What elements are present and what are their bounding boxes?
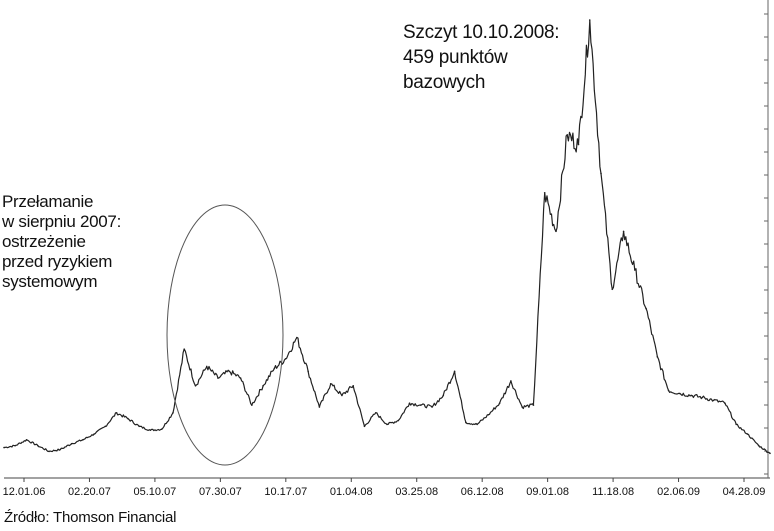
data-point bbox=[645, 307, 647, 310]
data-point bbox=[465, 421, 467, 424]
data-point bbox=[14, 444, 17, 447]
breakpoint-annotation-line-2: w sierpniu 2007: bbox=[2, 212, 121, 231]
x-tick-label: 11.18.08 bbox=[592, 486, 634, 498]
data-point bbox=[735, 423, 738, 426]
data-point bbox=[194, 384, 197, 387]
data-point bbox=[48, 450, 50, 453]
data-point bbox=[59, 448, 62, 451]
data-point bbox=[600, 172, 602, 175]
data-point bbox=[577, 143, 580, 146]
data-point bbox=[679, 392, 681, 395]
data-point bbox=[442, 394, 445, 397]
data-point bbox=[487, 413, 490, 416]
data-point bbox=[386, 423, 388, 426]
data-point bbox=[228, 370, 231, 373]
data-point bbox=[363, 425, 366, 428]
data-point bbox=[104, 425, 107, 428]
data-point bbox=[352, 384, 355, 387]
data-point bbox=[701, 396, 704, 399]
breakpoint-annotation-line-1: Przełamanie bbox=[2, 192, 94, 211]
peak-annotation: Szczyt 10.10.2008: 459 punktów bazowych bbox=[403, 20, 560, 95]
x-tick-label: 03.25.08 bbox=[395, 486, 438, 498]
data-point bbox=[251, 404, 253, 406]
data-point bbox=[127, 417, 129, 420]
x-tick-label: 07.30.07 bbox=[199, 486, 242, 498]
data-point bbox=[183, 348, 186, 350]
data-point bbox=[690, 394, 692, 397]
data-point bbox=[318, 406, 321, 408]
data-point bbox=[408, 402, 411, 404]
data-point bbox=[25, 439, 28, 441]
data-point bbox=[3, 446, 5, 449]
x-tick-label: 10.17.07 bbox=[264, 486, 307, 498]
data-point bbox=[656, 356, 659, 358]
data-point bbox=[566, 134, 569, 136]
data-point bbox=[307, 370, 309, 373]
data-point bbox=[769, 452, 771, 455]
data-point bbox=[611, 288, 614, 291]
data-point bbox=[138, 425, 140, 428]
data-point bbox=[82, 439, 84, 441]
breakpoint-annotation-line-4: przed ryzykiem bbox=[2, 252, 113, 271]
x-tick-label: 05.10.07 bbox=[133, 486, 176, 498]
data-point bbox=[555, 230, 557, 233]
x-tick-label: 01.04.08 bbox=[330, 486, 373, 498]
data-point bbox=[296, 336, 298, 339]
data-point bbox=[757, 444, 760, 447]
data-point bbox=[273, 367, 276, 370]
data-point bbox=[341, 394, 343, 397]
data-point bbox=[149, 429, 152, 431]
x-tick-label: 06.12.08 bbox=[461, 486, 504, 498]
peak-annotation-line-2: 459 punktów bbox=[403, 47, 508, 68]
data-point bbox=[588, 19, 591, 21]
data-point bbox=[532, 404, 535, 406]
data-point bbox=[712, 399, 715, 402]
data-point bbox=[239, 377, 242, 379]
x-tick-label: 09.01.08 bbox=[526, 486, 569, 498]
data-point bbox=[172, 412, 174, 414]
breakpoint-annotation: Przełamanie w sierpniu 2007: ostrzeżenie… bbox=[2, 192, 121, 292]
data-point bbox=[262, 384, 264, 387]
data-point bbox=[634, 269, 636, 271]
data-point bbox=[397, 419, 400, 422]
x-tick-label: 02.06.09 bbox=[657, 486, 700, 498]
data-point bbox=[521, 406, 523, 408]
breakpoint-annotation-line-5: systemowym bbox=[2, 272, 98, 291]
data-point bbox=[746, 433, 749, 435]
data-point bbox=[205, 365, 208, 368]
data-point bbox=[724, 402, 726, 404]
data-point bbox=[543, 191, 546, 194]
data-point bbox=[476, 423, 478, 426]
data-point bbox=[453, 370, 456, 373]
data-point bbox=[510, 380, 512, 382]
peak-annotation-line-3: bazowych bbox=[403, 72, 486, 93]
breakpoint-annotation-line-3: ostrzeżenie bbox=[2, 232, 86, 251]
data-point bbox=[160, 428, 163, 431]
data-point bbox=[284, 357, 287, 360]
x-tick-label: 02.20.07 bbox=[68, 486, 111, 498]
data-point bbox=[667, 389, 670, 392]
x-tick-label: 12.01.06 bbox=[3, 486, 46, 498]
data-point bbox=[217, 377, 219, 379]
data-point bbox=[329, 383, 332, 385]
peak-annotation-line-1: Szczyt 10.10.2008: bbox=[403, 22, 560, 43]
data-point bbox=[431, 406, 433, 408]
source-note: Źródło: Thomson Financial bbox=[4, 509, 177, 526]
data-point bbox=[498, 402, 501, 404]
data-point bbox=[93, 433, 95, 435]
breakpoint-highlight-ellipse bbox=[166, 204, 284, 466]
data-point bbox=[622, 230, 625, 233]
data-point bbox=[115, 412, 118, 414]
data-point bbox=[36, 444, 39, 447]
data-point bbox=[419, 404, 422, 406]
data-point bbox=[374, 412, 377, 414]
data-point bbox=[70, 442, 73, 445]
x-tick-label: 04.28.09 bbox=[723, 486, 766, 498]
